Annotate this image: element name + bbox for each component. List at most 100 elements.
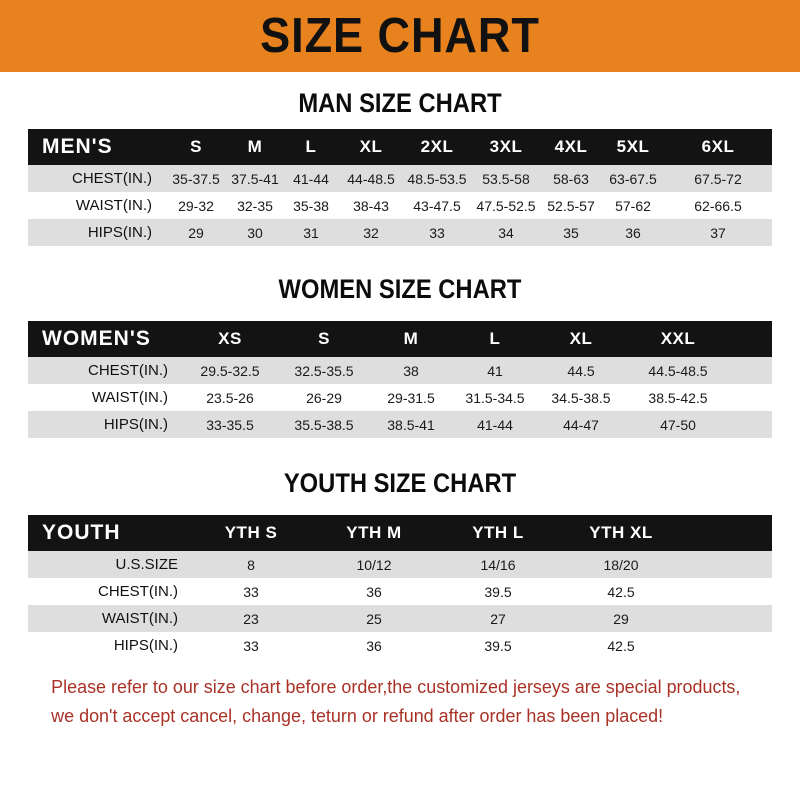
men-col-5: 3XL (489, 137, 523, 156)
women-table-header-row: WOMEN'S XS S M L XL XXL (28, 321, 772, 357)
youth-cell-1-0: 33 (243, 583, 259, 600)
men-cell-1-3: 38-43 (353, 197, 389, 214)
men-cell-1-8: 62-66.5 (694, 197, 742, 214)
youth-cell-0-2: 14/16 (480, 556, 516, 573)
table-row: HIPS(IN.) 33-35.5 35.5-38.5 38.5-41 41-4… (28, 411, 772, 438)
table-row: CHEST(IN.) 35-37.5 37.5-41 41-44 44-48.5… (28, 165, 772, 192)
women-cell-0-1: 32.5-35.5 (294, 362, 354, 379)
men-table-header-row: MEN'S S M L XL 2XL 3XL 4XL 5XL 6XL (28, 129, 772, 165)
men-cell-0-6: 58-63 (553, 170, 589, 187)
youth-col-2: YTH L (472, 523, 524, 542)
youth-row-1-label: CHEST(IN.) (98, 583, 178, 600)
men-col-7: 5XL (616, 137, 650, 156)
men-cell-0-0: 35-37.5 (172, 170, 220, 187)
men-cell-0-4: 48.5-53.5 (407, 170, 467, 187)
women-col-1: S (318, 329, 330, 348)
youth-section-title: YOUTH SIZE CHART (283, 468, 517, 498)
table-row: U.S.SIZE 8 10/12 14/16 18/20 (28, 551, 772, 578)
youth-cell-2-2: 27 (490, 610, 506, 627)
women-cell-1-5: 38.5-42.5 (648, 389, 708, 406)
youth-cell-3-4 (682, 632, 772, 659)
youth-cell-3-1: 36 (366, 637, 382, 654)
men-cell-2-3: 32 (363, 224, 379, 241)
women-cell-2-4: 44-47 (563, 416, 599, 433)
women-cell-2-1: 35.5-38.5 (294, 416, 354, 433)
table-row: CHEST(IN.) 29.5-32.5 32.5-35.5 38 41 44.… (28, 357, 772, 384)
women-cell-2-0: 33-35.5 (206, 416, 254, 433)
footer-line-1: Please refer to our size chart before or… (51, 676, 741, 697)
men-cell-2-6: 35 (563, 224, 579, 241)
men-cell-0-7: 63-67.5 (609, 170, 657, 187)
men-col-6: 4XL (554, 137, 588, 156)
banner-title: SIZE CHART (260, 8, 540, 63)
youth-cell-2-0: 23 (243, 610, 259, 627)
men-cell-1-6: 52.5-57 (547, 197, 595, 214)
men-cell-2-2: 31 (303, 224, 319, 241)
size-chart-banner: SIZE CHART (0, 0, 800, 72)
women-row-2-label: HIPS(IN.) (103, 416, 168, 433)
men-cell-1-0: 29-32 (178, 197, 214, 214)
youth-row-0-label: U.S.SIZE (115, 556, 178, 573)
men-cell-0-2: 41-44 (293, 170, 329, 187)
men-cell-0-8: 67.5-72 (694, 170, 742, 187)
women-cell-1-0: 23.5-26 (206, 389, 254, 406)
women-cell-0-2: 38 (403, 362, 419, 379)
table-row: WAIST(IN.) 23 25 27 29 (28, 605, 772, 632)
spacer-youth-title (0, 499, 800, 515)
men-cell-2-7: 36 (625, 224, 641, 241)
youth-col-0: YTH S (224, 523, 278, 542)
women-cell-1-1: 26-29 (306, 389, 342, 406)
men-cell-2-8: 37 (710, 224, 726, 241)
youth-cell-0-1: 10/12 (356, 556, 392, 573)
women-col-2: M (403, 329, 419, 348)
women-cell-1-4: 34.5-38.5 (551, 389, 611, 406)
men-cell-2-5: 34 (498, 224, 514, 241)
youth-cell-2-4 (682, 605, 772, 632)
youth-cell-0-4 (682, 551, 772, 578)
table-row: CHEST(IN.) 33 36 39.5 42.5 (28, 578, 772, 605)
women-size-table: WOMEN'S XS S M L XL XXL CHEST(IN.) 29.5-… (28, 321, 772, 438)
table-row: WAIST(IN.) 29-32 32-35 35-38 38-43 43-47… (28, 192, 772, 219)
youth-cell-2-3: 29 (613, 610, 629, 627)
men-cell-1-5: 47.5-52.5 (476, 197, 536, 214)
men-row-1-label: WAIST(IN.) (75, 197, 152, 214)
women-col-0: XS (218, 329, 242, 348)
women-row-0-label: CHEST(IN.) (88, 362, 168, 379)
men-col-2: L (305, 137, 317, 156)
women-cell-2-5: 47-50 (660, 416, 696, 433)
youth-cell-1-2: 39.5 (484, 583, 512, 600)
youth-cell-3-3: 42.5 (607, 637, 635, 654)
women-cell-0-0: 29.5-32.5 (200, 362, 260, 379)
women-col-4: XL (569, 329, 593, 348)
men-col-4: 2XL (420, 137, 454, 156)
youth-cell-3-0: 33 (243, 637, 259, 654)
men-cell-1-1: 32-35 (237, 197, 273, 214)
men-size-table: MEN'S S M L XL 2XL 3XL 4XL 5XL 6XL CHEST… (28, 129, 772, 246)
table-row: HIPS(IN.) 33 36 39.5 42.5 (28, 632, 772, 659)
women-col-3: L (489, 329, 501, 348)
men-col-0: S (190, 137, 202, 156)
table-row: HIPS(IN.) 29 30 31 32 33 34 35 36 37 (28, 219, 772, 246)
youth-cell-1-3: 42.5 (607, 583, 635, 600)
table-row: WAIST(IN.) 23.5-26 26-29 29-31.5 31.5-34… (28, 384, 772, 411)
spacer-banner-to-men (0, 72, 800, 88)
men-cell-2-0: 29 (188, 224, 204, 241)
women-cell-0-3: 41 (487, 362, 503, 379)
men-col-8: 6XL (701, 137, 735, 156)
men-header-label: MEN'S (42, 135, 113, 158)
spacer-men-title (0, 119, 800, 129)
women-cell-2-2: 38.5-41 (387, 416, 435, 433)
men-cell-0-5: 53.5-58 (482, 170, 530, 187)
men-cell-2-4: 33 (429, 224, 445, 241)
youth-col-4 (682, 515, 772, 551)
youth-table-header-row: YOUTH YTH S YTH M YTH L YTH XL (28, 515, 772, 551)
women-col-6 (730, 321, 772, 357)
men-cell-1-2: 35-38 (293, 197, 329, 214)
women-col-5: XXL (660, 329, 696, 348)
spacer-men-to-women (0, 246, 800, 274)
men-row-0-label: CHEST(IN.) (72, 170, 152, 187)
youth-col-1: YTH M (346, 523, 402, 542)
youth-cell-2-1: 25 (366, 610, 382, 627)
youth-cell-3-2: 39.5 (484, 637, 512, 654)
footer-line-2: we don't accept cancel, change, teturn o… (51, 704, 664, 726)
